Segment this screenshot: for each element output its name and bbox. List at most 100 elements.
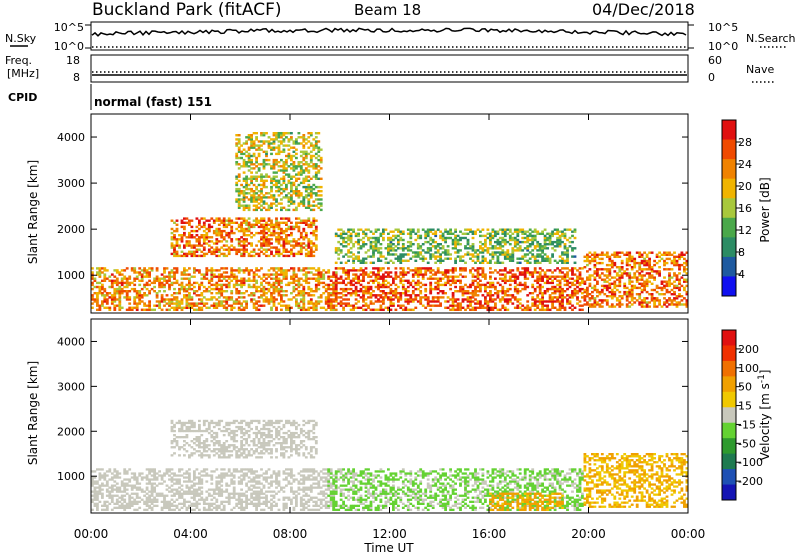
range-cell: [168, 287, 171, 291]
range-cell: [471, 308, 475, 311]
range-cell: [265, 281, 268, 285]
range-cell: [506, 271, 510, 274]
range-cell: [638, 278, 642, 281]
range-cell: [593, 305, 597, 308]
range-cell: [260, 225, 263, 229]
range-cell: [277, 290, 281, 293]
range-cell: [451, 300, 455, 303]
range-cell: [526, 238, 530, 242]
range-cell: [307, 175, 311, 178]
range-cell: [588, 282, 592, 285]
range-cell: [586, 255, 589, 258]
range-cell: [558, 255, 562, 258]
range-cell: [640, 259, 644, 263]
range-cell: [576, 277, 579, 280]
range-cell: [673, 274, 676, 277]
range-cell: [128, 296, 132, 299]
range-cell: [260, 173, 263, 176]
range-cell: [600, 251, 604, 254]
range-cell: [561, 296, 564, 299]
range-cell: [207, 285, 211, 289]
range-cell: [115, 488, 119, 491]
range-cell: [282, 171, 286, 174]
range-cell: [193, 250, 196, 253]
range-cell: [123, 498, 127, 501]
range-cell: [101, 484, 104, 487]
range-cell: [479, 304, 482, 307]
range-cell: [257, 304, 261, 307]
range-cell: [319, 271, 323, 274]
range-cell: [319, 300, 323, 303]
range-cell: [277, 287, 281, 291]
range-cell: [613, 286, 617, 290]
range-cell: [354, 290, 358, 293]
range-cell: [299, 283, 303, 287]
range-cell: [299, 294, 303, 297]
range-cell: [349, 238, 353, 242]
range-cell: [508, 236, 512, 240]
range-cell: [207, 225, 211, 229]
range-cell: [479, 302, 482, 305]
range-cell: [105, 482, 109, 485]
range-cell: [267, 142, 271, 145]
range-cell: [526, 240, 530, 244]
range-cell: [377, 298, 380, 301]
range-cell: [309, 252, 313, 256]
range-cell: [130, 488, 134, 491]
range-cell: [287, 306, 291, 309]
range-cell: [257, 240, 261, 243]
range-cell: [290, 306, 293, 309]
range-cell: [441, 251, 445, 254]
range-cell: [247, 285, 251, 289]
range-cell: [498, 253, 502, 256]
range-cell: [638, 263, 642, 267]
range-cell: [449, 253, 452, 256]
range-cell: [302, 273, 306, 276]
range-cell: [277, 292, 281, 295]
range-cell: [521, 271, 525, 274]
range-cell: [280, 294, 283, 297]
range-cell: [302, 279, 306, 282]
range-cell: [290, 227, 293, 231]
range-cell: [339, 302, 343, 305]
range-cell: [474, 308, 477, 311]
range-cell: [526, 230, 530, 233]
range-cell: [138, 294, 142, 297]
range-cell: [200, 281, 204, 285]
range-cell: [469, 292, 472, 295]
range-cell: [329, 275, 333, 278]
range-cell: [125, 502, 129, 505]
range-cell: [267, 244, 271, 247]
range-cell: [359, 259, 363, 262]
range-cell: [561, 240, 564, 244]
range-cell: [98, 308, 102, 311]
range-cell: [302, 179, 306, 182]
range-cell: [215, 234, 219, 237]
range-cell: [247, 154, 251, 158]
range-cell: [474, 298, 477, 301]
range-cell: [481, 306, 485, 309]
range-cell: [668, 278, 671, 281]
range-cell: [282, 169, 286, 172]
range-cell: [198, 242, 201, 245]
range-cell: [377, 271, 380, 274]
range-cell: [404, 300, 408, 303]
range-cell: [558, 302, 562, 305]
range-cell: [387, 306, 390, 309]
range-cell: [481, 247, 485, 250]
range-cell: [618, 276, 622, 279]
range-cell: [334, 283, 338, 287]
range-cell: [257, 190, 261, 193]
range-cell: [419, 247, 423, 250]
range-cell: [96, 482, 99, 485]
range-cell: [299, 306, 303, 309]
range-cell: [302, 298, 306, 301]
range-cell: [240, 192, 243, 195]
range-cell: [275, 175, 278, 178]
range-cell: [496, 271, 500, 274]
range-cell: [317, 277, 321, 280]
range-cell: [145, 304, 149, 307]
range-cell: [185, 221, 189, 224]
range-cell: [638, 261, 642, 265]
range-cell: [466, 232, 470, 235]
